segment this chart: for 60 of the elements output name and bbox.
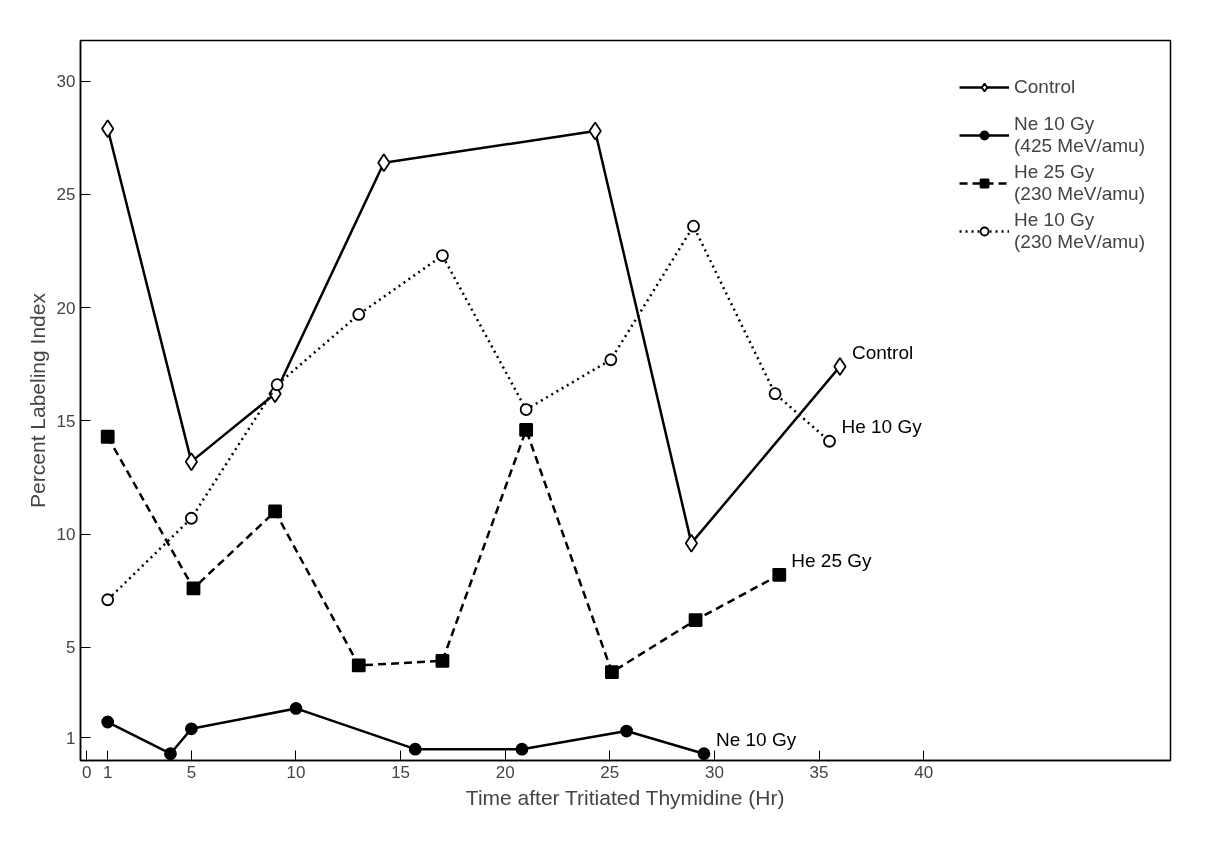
point xyxy=(833,357,847,376)
point xyxy=(435,653,450,668)
point xyxy=(101,715,115,729)
point xyxy=(772,567,787,582)
point xyxy=(605,665,619,680)
point xyxy=(352,308,366,321)
point xyxy=(184,511,198,525)
point xyxy=(408,742,422,756)
y-tick-label: 15 xyxy=(56,411,76,431)
point xyxy=(351,658,366,673)
annotation: Ne 10 Gy xyxy=(715,728,797,750)
point xyxy=(184,452,198,472)
y-tick-label: 1 xyxy=(66,728,76,748)
legend-label: Ne 10 Gy (425 MeV/amu) xyxy=(1014,113,1145,157)
point xyxy=(697,747,711,761)
legend-label: Control xyxy=(1014,75,1076,99)
x-tick-label: 15 xyxy=(391,762,411,782)
point xyxy=(823,434,836,448)
point xyxy=(270,378,284,392)
y-axis-title: Percent Labeling Index xyxy=(25,292,49,508)
x-tick-label: 35 xyxy=(809,762,829,782)
y-tick-label: 30 xyxy=(56,72,76,92)
y-tick-label: 10 xyxy=(56,525,76,545)
point xyxy=(436,249,449,262)
point xyxy=(604,353,618,367)
legend-label: He 25 Gy (230 MeV/amu) xyxy=(1014,161,1145,205)
annotation: Control xyxy=(851,341,914,363)
point xyxy=(268,504,282,519)
x-tick-label: 25 xyxy=(600,762,620,782)
x-tick-label: 10 xyxy=(286,762,306,782)
point xyxy=(101,119,115,139)
point xyxy=(186,581,201,596)
point xyxy=(164,747,177,761)
y-tick-label: 20 xyxy=(56,298,76,318)
annotation: He 25 Gy xyxy=(791,549,873,571)
point xyxy=(684,533,698,553)
x-tick-label: 20 xyxy=(495,762,515,782)
point xyxy=(289,702,303,715)
point xyxy=(184,722,198,736)
x-tick-label: 1 xyxy=(102,762,113,782)
y-tick-label: 25 xyxy=(56,185,76,205)
x-tick-label: 0 xyxy=(82,762,92,782)
y-tick-label: 5 xyxy=(66,638,76,658)
point xyxy=(588,121,602,141)
x-axis-title: Time after Tritiated Thymidine (Hr) xyxy=(465,785,785,809)
point xyxy=(100,429,115,444)
x-tick-label: 40 xyxy=(914,762,934,782)
point xyxy=(620,724,633,738)
x-tick-label: 30 xyxy=(704,762,724,782)
point xyxy=(519,403,533,416)
point xyxy=(768,387,782,401)
point xyxy=(688,613,703,628)
point xyxy=(101,593,115,607)
annotation: He 10 Gy xyxy=(841,416,923,438)
x-tick-label: 5 xyxy=(186,762,197,782)
point xyxy=(687,219,700,233)
legend-label: He 10 Gy (230 MeV/amu) xyxy=(1014,209,1145,253)
point xyxy=(519,423,534,437)
point xyxy=(377,153,391,173)
point xyxy=(515,742,529,756)
